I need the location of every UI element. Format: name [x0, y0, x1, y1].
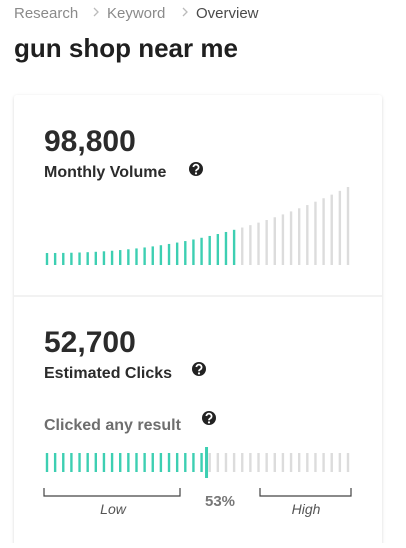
breadcrumb-item[interactable]: Research — [14, 5, 78, 22]
breadcrumb-item: Overview — [196, 5, 259, 22]
help-icon[interactable] — [201, 410, 217, 426]
volume-trend — [45, 187, 350, 265]
high-label: High — [292, 501, 321, 517]
clicked-label: Clicked any result — [44, 417, 182, 434]
low-bracket — [43, 488, 181, 497]
click-gauge — [45, 447, 350, 478]
breadcrumb-separator — [182, 7, 188, 17]
help-icon[interactable] — [188, 161, 204, 177]
clicks-label: Estimated Clicks — [44, 365, 172, 382]
low-label: Low — [100, 501, 127, 517]
breadcrumb-item[interactable]: Keyword — [107, 5, 165, 22]
volume-label: Monthly Volume — [44, 164, 166, 181]
breadcrumb-separator — [93, 7, 99, 17]
volume-value: 98,800 — [44, 125, 136, 158]
page-title: gun shop near me — [14, 33, 238, 63]
help-icon[interactable] — [191, 361, 207, 377]
card — [14, 95, 382, 548]
clicks-value: 52,700 — [44, 326, 136, 359]
high-bracket — [259, 488, 352, 497]
percent-label: 53% — [205, 493, 235, 510]
